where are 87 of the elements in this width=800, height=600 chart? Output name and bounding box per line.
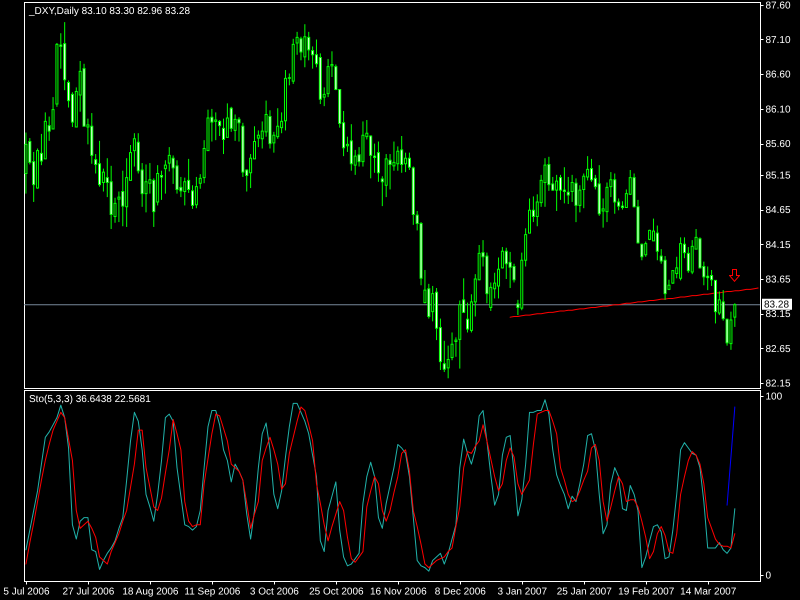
candlestick (307, 31, 310, 61)
candlestick (176, 160, 179, 194)
candlestick (280, 112, 284, 134)
x-tick-label: 25 Jan 2007 (556, 586, 612, 598)
candlestick (376, 141, 380, 182)
y-tick-label: 82.15 (766, 378, 791, 390)
x-tick-label: 3 Oct 2006 (250, 586, 300, 598)
candlestick (613, 172, 616, 214)
candlestick (644, 241, 648, 258)
y-tick-label: 0 (766, 570, 772, 582)
candlestick (117, 191, 120, 223)
candlestick (497, 256, 500, 299)
candlestick (729, 311, 732, 350)
x-tick-label: 27 Jul 2006 (62, 586, 115, 598)
candlestick (396, 146, 400, 172)
candlestick (299, 36, 302, 61)
candlestick (559, 174, 562, 200)
candlestick (222, 118, 225, 155)
candlestick (547, 156, 550, 192)
y-tick-label: 86.60 (766, 70, 791, 81)
candlestick (733, 302, 736, 328)
candlestick (570, 174, 574, 202)
candlestick (218, 120, 222, 136)
candlestick (508, 251, 512, 289)
candlestick (512, 263, 516, 283)
candlestick (408, 152, 411, 171)
y-tick-label: 84.15 (766, 240, 791, 251)
y-tick-label: 100 (766, 392, 783, 403)
candlestick (52, 96, 55, 130)
candlestick (164, 160, 167, 194)
y-tick-label: 82.65 (766, 344, 791, 355)
candlestick (555, 174, 558, 212)
candlestick (303, 24, 306, 68)
ref-line-label: 83.28 (764, 300, 790, 311)
candlestick (640, 243, 644, 261)
candlestick (566, 176, 570, 205)
candlestick (350, 124, 353, 172)
candlestick (121, 170, 124, 227)
y-tick-label: 87.10 (766, 34, 791, 46)
y-tick-label: 85.60 (766, 139, 791, 150)
candlestick (191, 184, 194, 210)
y-tick-label: 83.65 (766, 274, 791, 286)
candlestick (226, 102, 229, 138)
candlestick (194, 176, 198, 209)
chart-title: Sto(5,3,3) 36.6438 22.5681 (29, 394, 152, 405)
candlestick (160, 170, 164, 200)
candlestick (574, 178, 578, 223)
candlestick (528, 198, 532, 234)
candlestick (722, 290, 725, 322)
candlestick (296, 31, 299, 56)
candlestick (450, 332, 454, 361)
line-series (510, 288, 759, 318)
candlestick (466, 302, 470, 333)
x-tick-label: 3 Jan 2007 (498, 586, 548, 598)
candlestick (404, 152, 408, 173)
x-tick-label: 18 Aug 2006 (122, 586, 179, 598)
chart-title: _DXY,Daily 83.10 83.30 82.96 83.28 (28, 6, 190, 17)
candlestick (400, 135, 404, 174)
y-tick-label: 85.15 (766, 170, 791, 182)
candlestick (446, 345, 450, 379)
candlestick (710, 269, 714, 286)
candlestick (686, 246, 690, 274)
x-tick-label: 25 Oct 2006 (309, 586, 364, 598)
y-tick-label: 87.60 (766, 0, 791, 12)
y-tick-label: 83.15 (766, 309, 791, 320)
candlestick (144, 164, 148, 213)
candlestick (392, 141, 396, 172)
x-tick-label: 5 Jul 2006 (3, 586, 50, 598)
y-tick-label: 84.65 (766, 205, 791, 216)
candlestick (214, 112, 218, 141)
candlestick (726, 318, 729, 346)
x-tick-label: 19 Feb 2007 (618, 586, 675, 598)
candlestick (132, 132, 136, 168)
candlestick (544, 158, 547, 208)
candlestick (237, 116, 240, 142)
candlestick (98, 140, 102, 188)
candlestick (562, 166, 566, 204)
x-tick-label: 14 Mar 2007 (680, 586, 737, 598)
candlestick (656, 225, 659, 261)
x-tick-label: 16 Nov 2006 (370, 586, 428, 598)
x-tick-label: 11 Sep 2006 (184, 586, 241, 598)
candlestick (388, 154, 392, 190)
y-tick-label: 86.10 (766, 104, 791, 116)
candlestick (256, 130, 260, 148)
candlestick (582, 172, 586, 209)
x-tick-label: 8 Dec 2006 (434, 586, 486, 598)
candlestick (500, 246, 504, 270)
